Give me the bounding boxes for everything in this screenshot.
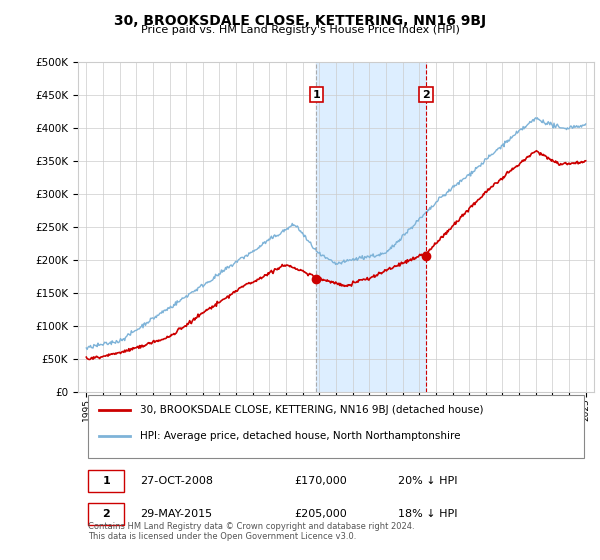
- Text: 27-OCT-2008: 27-OCT-2008: [140, 476, 213, 486]
- Text: 18% ↓ HPI: 18% ↓ HPI: [398, 509, 457, 519]
- Text: 29-MAY-2015: 29-MAY-2015: [140, 509, 212, 519]
- Text: 1: 1: [103, 476, 110, 486]
- FancyBboxPatch shape: [88, 503, 124, 525]
- Text: £205,000: £205,000: [295, 509, 347, 519]
- Text: 1: 1: [313, 90, 320, 100]
- Text: Contains HM Land Registry data © Crown copyright and database right 2024.
This d: Contains HM Land Registry data © Crown c…: [88, 521, 415, 541]
- Text: 2: 2: [422, 90, 430, 100]
- Text: 30, BROOKSDALE CLOSE, KETTERING, NN16 9BJ: 30, BROOKSDALE CLOSE, KETTERING, NN16 9B…: [114, 14, 486, 28]
- Text: 30, BROOKSDALE CLOSE, KETTERING, NN16 9BJ (detached house): 30, BROOKSDALE CLOSE, KETTERING, NN16 9B…: [140, 405, 484, 416]
- Text: Price paid vs. HM Land Registry's House Price Index (HPI): Price paid vs. HM Land Registry's House …: [140, 25, 460, 35]
- Text: £170,000: £170,000: [295, 476, 347, 486]
- Text: 20% ↓ HPI: 20% ↓ HPI: [398, 476, 457, 486]
- Text: 2: 2: [103, 509, 110, 519]
- FancyBboxPatch shape: [88, 470, 124, 492]
- FancyBboxPatch shape: [88, 395, 584, 458]
- Bar: [316, 62, 426, 391]
- Text: HPI: Average price, detached house, North Northamptonshire: HPI: Average price, detached house, Nort…: [140, 431, 460, 441]
